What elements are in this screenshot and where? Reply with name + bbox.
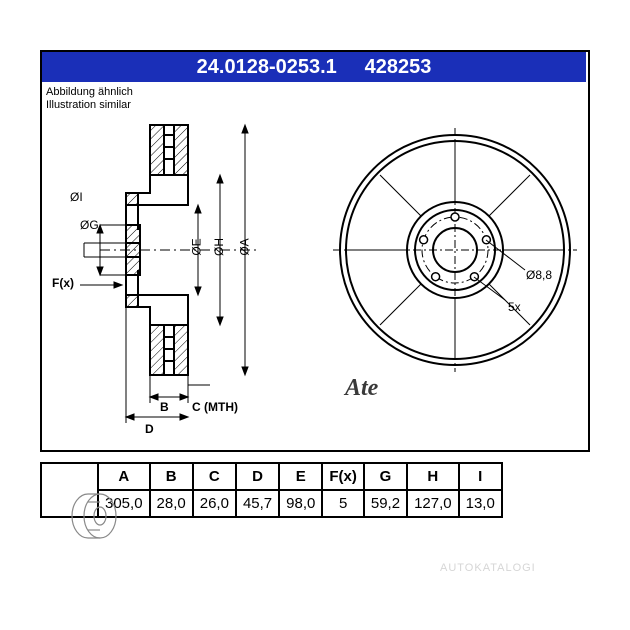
label-diaA: ØA [238, 238, 252, 255]
label-diaH: ØH [212, 238, 226, 256]
col-H: H [407, 463, 459, 490]
val-Fx: 5 [322, 490, 364, 517]
header-bar: 24.0128-0253.1 428253 [42, 52, 586, 82]
spec-table: A B C D E F(x) G H I 305,0 28,0 26,0 45,… [40, 462, 503, 518]
label-C: C (MTH) [192, 400, 238, 414]
label-diaE: ØE [190, 238, 204, 255]
watermark: AUTOKATALOGI [440, 562, 536, 574]
label-5x: 5x [508, 300, 521, 314]
val-B: 28,0 [150, 490, 193, 517]
val-G: 59,2 [364, 490, 407, 517]
col-I: I [459, 463, 502, 490]
col-G: G [364, 463, 407, 490]
front-view-diagram [325, 120, 585, 380]
col-A: A [98, 463, 150, 490]
val-I: 13,0 [459, 490, 502, 517]
col-D: D [236, 463, 279, 490]
col-E: E [279, 463, 322, 490]
part-number: 24.0128-0253.1 [197, 56, 337, 78]
label-B: B [160, 400, 169, 414]
brand-logo: Ate [345, 375, 378, 402]
val-E: 98,0 [279, 490, 322, 517]
disc-thumb-icon [70, 490, 122, 542]
alt-number: 428253 [365, 56, 432, 78]
label-Fx: F(x) [52, 276, 74, 290]
label-D: D [145, 422, 154, 436]
label-bolt-dia: Ø8,8 [526, 268, 552, 282]
col-C: C [193, 463, 236, 490]
table-header-row: A B C D E F(x) G H I [41, 463, 502, 490]
val-C: 26,0 [193, 490, 236, 517]
val-D: 45,7 [236, 490, 279, 517]
val-H: 127,0 [407, 490, 459, 517]
cross-section-diagram [40, 105, 340, 435]
label-diaG: ØG [80, 218, 99, 232]
col-B: B [150, 463, 193, 490]
col-Fx: F(x) [322, 463, 364, 490]
label-diaI: ØI [70, 190, 83, 204]
